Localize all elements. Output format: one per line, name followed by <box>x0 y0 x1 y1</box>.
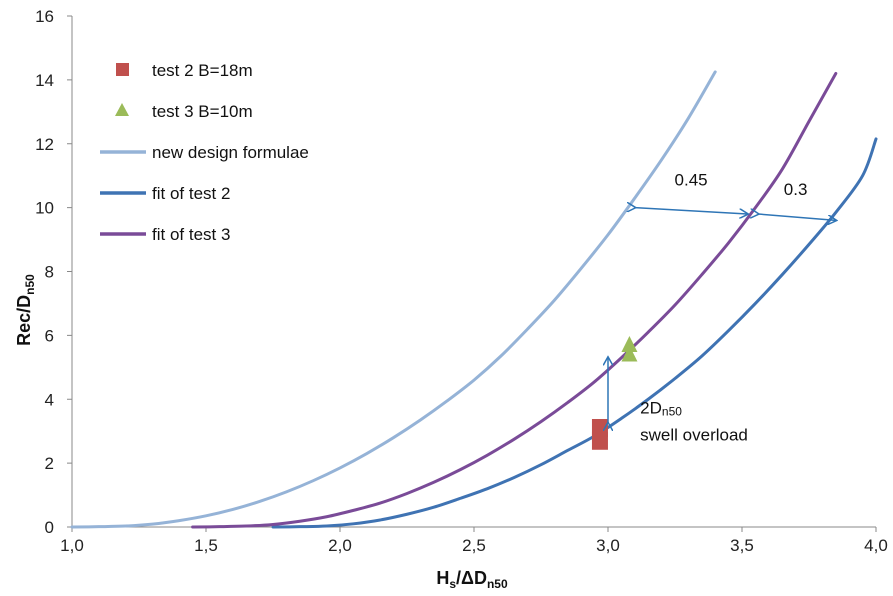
y-tick-label: 16 <box>35 7 54 26</box>
x-axis-title-main: H <box>436 568 449 588</box>
marker-test-2-b-18m <box>591 418 608 437</box>
x-axis-title: Hs/ΔDn50 <box>436 568 508 591</box>
x-axis-title-sub1: s <box>449 577 456 591</box>
y-tick-label: 4 <box>45 390 54 409</box>
y-tick-label: 6 <box>45 326 54 345</box>
annotation-label-1: 0.45 <box>675 170 708 189</box>
legend-label-test-3-b-10m: test 3 B=10m <box>152 102 253 121</box>
annotation-label-line2: swell overload <box>640 426 748 445</box>
y-axis-title-sub: n50 <box>23 274 37 295</box>
annotation-arrow-1 <box>635 208 748 214</box>
series-line-fit-of-test-2 <box>271 137 878 529</box>
legend: test 2 B=18m test 3 B=10m new design formu… <box>100 61 309 244</box>
annotation-arrow-2 <box>758 214 836 220</box>
x-tick-label: 4,0 <box>864 536 888 555</box>
annotation-label-3: 2Dn50 <box>640 399 682 419</box>
legend-swatch-test-3-b-10m <box>115 103 129 116</box>
x-axis-title-sub2: n50 <box>487 577 508 591</box>
y-axis-title: Rec/Dn50 <box>14 274 37 346</box>
y-tick-label: 12 <box>35 135 54 154</box>
legend-label-fit-of-test-3: fit of test 3 <box>152 225 230 244</box>
x-tick-label: 2,0 <box>328 536 352 555</box>
y-axis-title-main: Rec/D <box>14 295 34 346</box>
legend-label-fit-of-test-2: fit of test 2 <box>152 184 230 203</box>
x-tick-label: 1,0 <box>60 536 84 555</box>
x-tick-label: 1,5 <box>194 536 218 555</box>
x-axis-title-mid: /ΔD <box>456 568 487 588</box>
y-tick-label: 2 <box>45 454 54 473</box>
scatter-markers <box>591 335 638 450</box>
series-lines <box>70 70 878 529</box>
y-tick-label: 8 <box>45 263 54 282</box>
annotations: 0.45 0.3 2Dn50 swell overload <box>608 170 836 445</box>
x-tick-labels: 1,0 1,5 2,0 2,5 3,0 3,5 4,0 <box>60 536 888 555</box>
marker-test-3-b-10m <box>621 335 638 352</box>
x-tick-label: 3,0 <box>596 536 620 555</box>
marker-test-3-b-10m <box>621 345 638 362</box>
y-tick-label: 0 <box>45 518 54 537</box>
series-line-new-design-formulae <box>70 70 717 529</box>
series-line-fit-of-test-3 <box>191 71 838 529</box>
y-tick-label: 14 <box>35 71 54 90</box>
legend-label-new-design-formulae: new design formulae <box>152 143 309 162</box>
tick-marks <box>67 15 877 532</box>
x-tick-label: 3,5 <box>730 536 754 555</box>
y-tick-label: 10 <box>35 199 54 218</box>
x-tick-label: 2,5 <box>462 536 486 555</box>
annotation-label-2: 0.3 <box>784 180 808 199</box>
y-tick-labels: 0 2 4 6 8 10 12 14 16 <box>35 7 54 537</box>
axes <box>71 16 876 528</box>
legend-swatch-test-2-b-18m <box>116 63 129 76</box>
legend-label-test-2-b-18m: test 2 B=18m <box>152 61 253 80</box>
